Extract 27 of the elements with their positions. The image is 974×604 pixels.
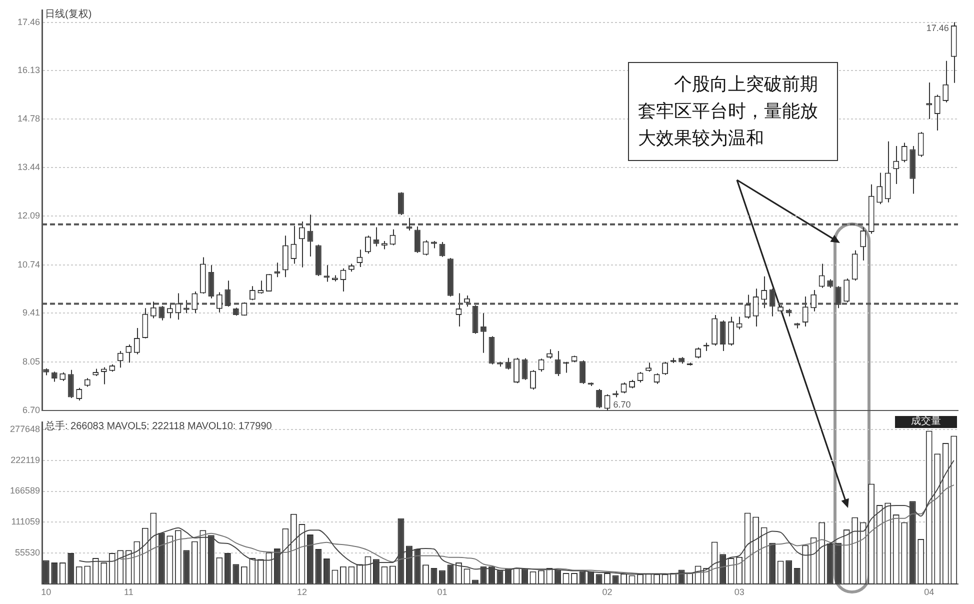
y-tick-label: 16.13 xyxy=(17,64,40,75)
y-tick-label: 9.41 xyxy=(22,307,40,318)
x-tick-label: 02 xyxy=(602,587,612,598)
annotation: 6.70 xyxy=(613,400,631,410)
y-tick-label: 8.05 xyxy=(22,356,40,366)
x-tick-label: 10 xyxy=(41,587,52,598)
y-tick-label: 277648 xyxy=(10,424,40,434)
x-tick-label: 04 xyxy=(924,587,934,598)
y-tick-label: 14.78 xyxy=(17,113,40,124)
y-tick-label: 10.74 xyxy=(17,259,40,270)
y-tick-label: 55530 xyxy=(14,548,40,558)
y-tick-label: 13.44 xyxy=(17,162,40,172)
y-tick-label: 6.70 xyxy=(22,405,40,416)
x-tick-label: 01 xyxy=(437,587,448,598)
annotation: 17.46 xyxy=(926,22,949,33)
annotation: 个股向上突破前期套牢区平台时，量能放大效果较为温和 xyxy=(628,62,838,161)
annotation: 成交量 xyxy=(895,416,957,428)
chart-title: 日线(复权) xyxy=(45,8,92,20)
x-tick-label: 03 xyxy=(734,587,744,598)
x-tick-label: 12 xyxy=(296,587,307,598)
y-tick-label: 166589 xyxy=(10,486,40,496)
y-tick-label: 12.09 xyxy=(17,210,40,221)
x-tick-label: 11 xyxy=(124,587,134,598)
y-tick-label: 111059 xyxy=(11,516,40,527)
y-tick-label: 222119 xyxy=(10,454,40,465)
y-tick-label: 17.46 xyxy=(17,16,40,27)
chart-title: 总手: 266083 MAVOL5: 222118 MAVOL10: 177990 xyxy=(44,420,272,432)
